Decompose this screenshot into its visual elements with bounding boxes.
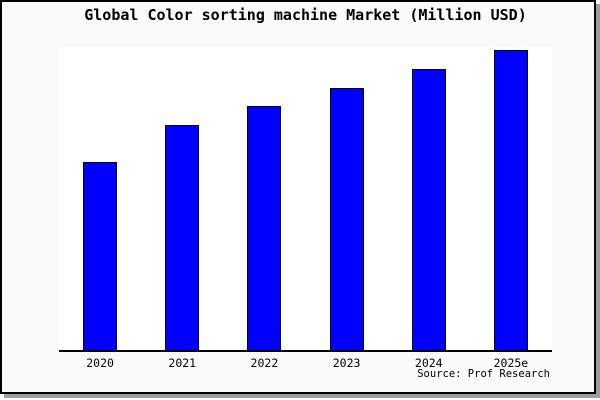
x-tick-label-2020: 2020 [86,356,114,370]
x-tick-label-2024: 2024 [414,356,443,370]
bar-2022 [247,106,282,350]
plot-area [59,47,552,352]
x-tick-label-2022: 2022 [250,356,279,370]
bar-2020 [83,161,118,350]
x-tick-label-2023: 2023 [332,356,361,370]
chart-title: Global Color sorting machine Market (Mil… [84,6,527,24]
source-credit: Source: Prof Research [417,368,550,380]
x-axis-tick-labels: 2020 2021 2022 2023 2024 2025e [59,356,552,370]
bar-2021 [165,125,200,350]
bar-2025e [493,50,528,350]
bar-2024 [411,68,446,350]
x-tick-label-2025e: 2025e [493,356,529,370]
bar-2023 [329,87,364,350]
x-tick-label-2021: 2021 [168,356,197,370]
chart-figure: Global Color sorting machine Market (Mil… [0,0,596,394]
